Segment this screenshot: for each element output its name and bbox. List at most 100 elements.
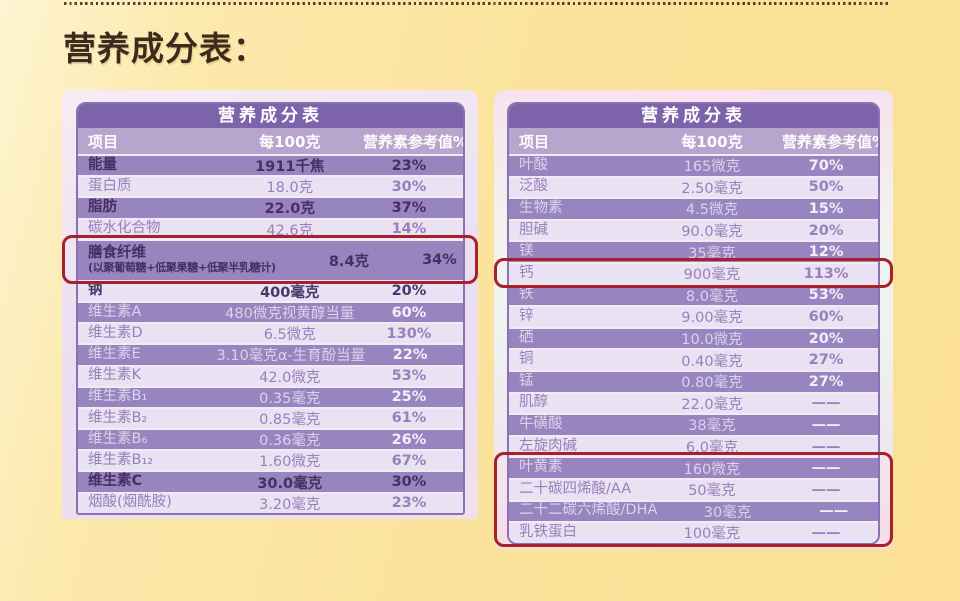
nutrient-nrv-percent: —— bbox=[811, 395, 841, 412]
column-header-per100g: 每100克 bbox=[259, 132, 321, 151]
nutrient-amount: 100毫克 bbox=[683, 526, 741, 543]
table-rows: 能量 1911千焦 23% 蛋白质 18.0克 30% 脂肪 22.0克 37% 碳水化合物 42.… bbox=[78, 154, 463, 513]
column-header-nrv: 营养素参考值% bbox=[782, 132, 880, 151]
top-dotted-divider bbox=[64, 2, 888, 5]
nutrient-name: 维生素E bbox=[88, 345, 141, 362]
nutrient-name: 胆碱 bbox=[519, 221, 548, 238]
table-row: 肌醇 22.0毫克 —— bbox=[509, 391, 878, 414]
nutrient-name: 维生素B₂ bbox=[88, 409, 148, 426]
table-row: 维生素B₁₂ 1.60微克 67% bbox=[78, 449, 463, 471]
nutrient-amount: 0.35毫克 bbox=[259, 390, 321, 407]
nutrient-nrv-percent: 30% bbox=[391, 178, 427, 195]
column-header-row: 项目 每100克 营养素参考值% bbox=[78, 128, 463, 154]
nutrition-table-left: 营养成分表 项目 每100克 营养素参考值% 能量 1911千焦 23% 蛋白质 18.… bbox=[76, 102, 465, 515]
table-row: 能量 1911千焦 23% bbox=[78, 154, 463, 176]
table-row: 钠 400毫克 20% bbox=[78, 279, 463, 301]
table-row: 铁 8.0毫克 53% bbox=[509, 283, 878, 306]
nutrient-amount: 0.36毫克 bbox=[259, 433, 321, 450]
column-header-item: 项目 bbox=[88, 132, 119, 151]
nutrient-nrv-percent: 23% bbox=[391, 157, 427, 174]
table-row: 维生素K 42.0微克 53% bbox=[78, 364, 463, 386]
nutrient-name: 维生素B₆ bbox=[88, 430, 148, 447]
nutrient-name: 维生素C bbox=[88, 473, 143, 490]
nutrient-name-note: (以聚葡萄糖+低聚果糖+低聚半乳糖计) bbox=[88, 260, 276, 274]
nutrient-name: 钙 bbox=[519, 264, 534, 281]
page-title: 营养成分表： bbox=[63, 29, 267, 68]
nutrient-nrv-percent: —— bbox=[811, 481, 841, 498]
table-row: 锌 9.00毫克 60% bbox=[509, 305, 878, 327]
nutrient-nrv-percent: —— bbox=[811, 416, 841, 433]
nutrient-nrv-percent: 130% bbox=[386, 325, 432, 342]
nutrient-nrv-percent: 25% bbox=[391, 389, 427, 406]
table-row: 烟酸(烟酰胺) 3.20毫克 23% bbox=[78, 491, 463, 513]
nutrient-nrv-percent: —— bbox=[819, 503, 849, 520]
nutrient-nrv-percent: 12% bbox=[808, 244, 844, 261]
nutrient-nrv-percent: 37% bbox=[391, 199, 427, 216]
nutrient-nrv-percent: —— bbox=[811, 524, 841, 541]
table-row: 脂肪 22.0克 37% bbox=[78, 196, 463, 218]
nutrient-nrv-percent: 15% bbox=[808, 200, 844, 217]
nutrient-nrv-percent: 113% bbox=[803, 265, 849, 282]
nutrition-table-right: 营养成分表 项目 每100克 营养素参考值% 叶酸 165微克 70% 泛酸 2.50毫… bbox=[507, 102, 880, 545]
nutrient-name: 维生素A bbox=[88, 303, 142, 320]
nutrient-amount: 42.6克 bbox=[266, 222, 314, 239]
table-rows: 叶酸 165微克 70% 泛酸 2.50毫克 50% 生物素 4.5微克 15% 胆碱 90.0毫克… bbox=[509, 154, 878, 543]
table-row: 左旋肉碱 6.0毫克 —— bbox=[509, 434, 878, 457]
table-row: 牛磺酸 38毫克 —— bbox=[509, 413, 878, 435]
nutrient-amount: 4.5微克 bbox=[685, 202, 738, 219]
nutrient-amount: 35毫克 bbox=[688, 245, 736, 262]
nutrient-amount: 38毫克 bbox=[688, 418, 736, 435]
table-row: 硒 10.0微克 20% bbox=[509, 326, 878, 349]
nutrient-amount: 480微克视黄醇当量 bbox=[225, 306, 355, 323]
nutrient-amount: 30毫克 bbox=[703, 504, 752, 521]
nutrient-nrv-percent: 20% bbox=[391, 283, 427, 300]
nutrient-amount: 900毫克 bbox=[683, 267, 741, 284]
nutrient-name: 泛酸 bbox=[519, 178, 548, 195]
nutrient-name: 二十二碳六烯酸/DHA bbox=[519, 502, 658, 519]
nutrient-amount: 22.0克 bbox=[264, 201, 315, 218]
nutrient-amount: 6.0毫克 bbox=[685, 440, 738, 457]
nutrient-nrv-percent: 60% bbox=[391, 304, 427, 321]
table-row: 生物素 4.5微克 15% bbox=[509, 197, 878, 219]
table-row: 维生素B₁ 0.35毫克 25% bbox=[78, 385, 463, 407]
nutrient-nrv-percent: 27% bbox=[808, 352, 844, 369]
table-row: 维生素C 30.0毫克 30% bbox=[78, 470, 463, 492]
table-row: 锰 0.80毫克 27% bbox=[509, 369, 878, 392]
nutrient-amount: 3.10毫克α-生育酚当量 bbox=[216, 348, 366, 365]
nutrient-amount: 0.85毫克 bbox=[259, 411, 321, 428]
nutrient-nrv-percent: 34% bbox=[422, 252, 457, 269]
nutrient-name: 叶黄素 bbox=[519, 459, 563, 476]
table-row: 泛酸 2.50毫克 50% bbox=[509, 175, 878, 198]
nutrient-name: 维生素B₁₂ bbox=[88, 451, 154, 468]
nutrient-name: 左旋肉碱 bbox=[519, 437, 577, 454]
table-row: 钙 900毫克 113% bbox=[509, 261, 878, 284]
table-row: 维生素B₂ 0.85毫克 61% bbox=[78, 406, 463, 429]
table-row: 叶黄素 160微克 —— bbox=[509, 456, 878, 478]
nutrient-name: 铁 bbox=[519, 286, 534, 303]
nutrient-nrv-percent: 20% bbox=[808, 222, 844, 239]
table-row: 蛋白质 18.0克 30% bbox=[78, 175, 463, 197]
nutrient-amount: 18.0克 bbox=[266, 180, 314, 197]
nutrient-name: 脂肪 bbox=[88, 199, 117, 215]
nutrient-name: 硒 bbox=[519, 329, 534, 346]
nutrient-amount: 6.5微克 bbox=[263, 327, 316, 344]
column-header-nrv: 营养素参考值% bbox=[362, 132, 465, 151]
table-row: 铜 0.40毫克 27% bbox=[509, 348, 878, 370]
nutrient-name: 碳水化合物 bbox=[88, 220, 161, 237]
nutrient-nrv-percent: 20% bbox=[808, 330, 844, 347]
nutrient-amount: 160微克 bbox=[683, 461, 741, 478]
nutrient-amount: 1.60微克 bbox=[259, 454, 321, 471]
nutrient-name: 锌 bbox=[519, 307, 534, 324]
nutrient-name: 烟酸(烟酰胺) bbox=[88, 494, 172, 511]
table-row: 维生素A 480微克视黄醇当量 60% bbox=[78, 300, 463, 323]
table-row: 胆碱 90.0毫克 20% bbox=[509, 218, 878, 241]
table-row: 碳水化合物 42.6克 14% bbox=[78, 217, 463, 239]
nutrient-name: 生物素 bbox=[519, 200, 563, 217]
nutrient-amount: 0.40毫克 bbox=[681, 353, 743, 370]
nutrient-nrv-percent: 53% bbox=[808, 287, 844, 304]
nutrient-nrv-percent: 27% bbox=[808, 373, 844, 390]
nutrient-name: 维生素D bbox=[88, 324, 143, 341]
nutrient-name: 二十碳四烯酸/AA bbox=[519, 480, 632, 497]
nutrient-name: 铜 bbox=[519, 351, 534, 368]
nutrient-name: 叶酸 bbox=[519, 156, 548, 173]
